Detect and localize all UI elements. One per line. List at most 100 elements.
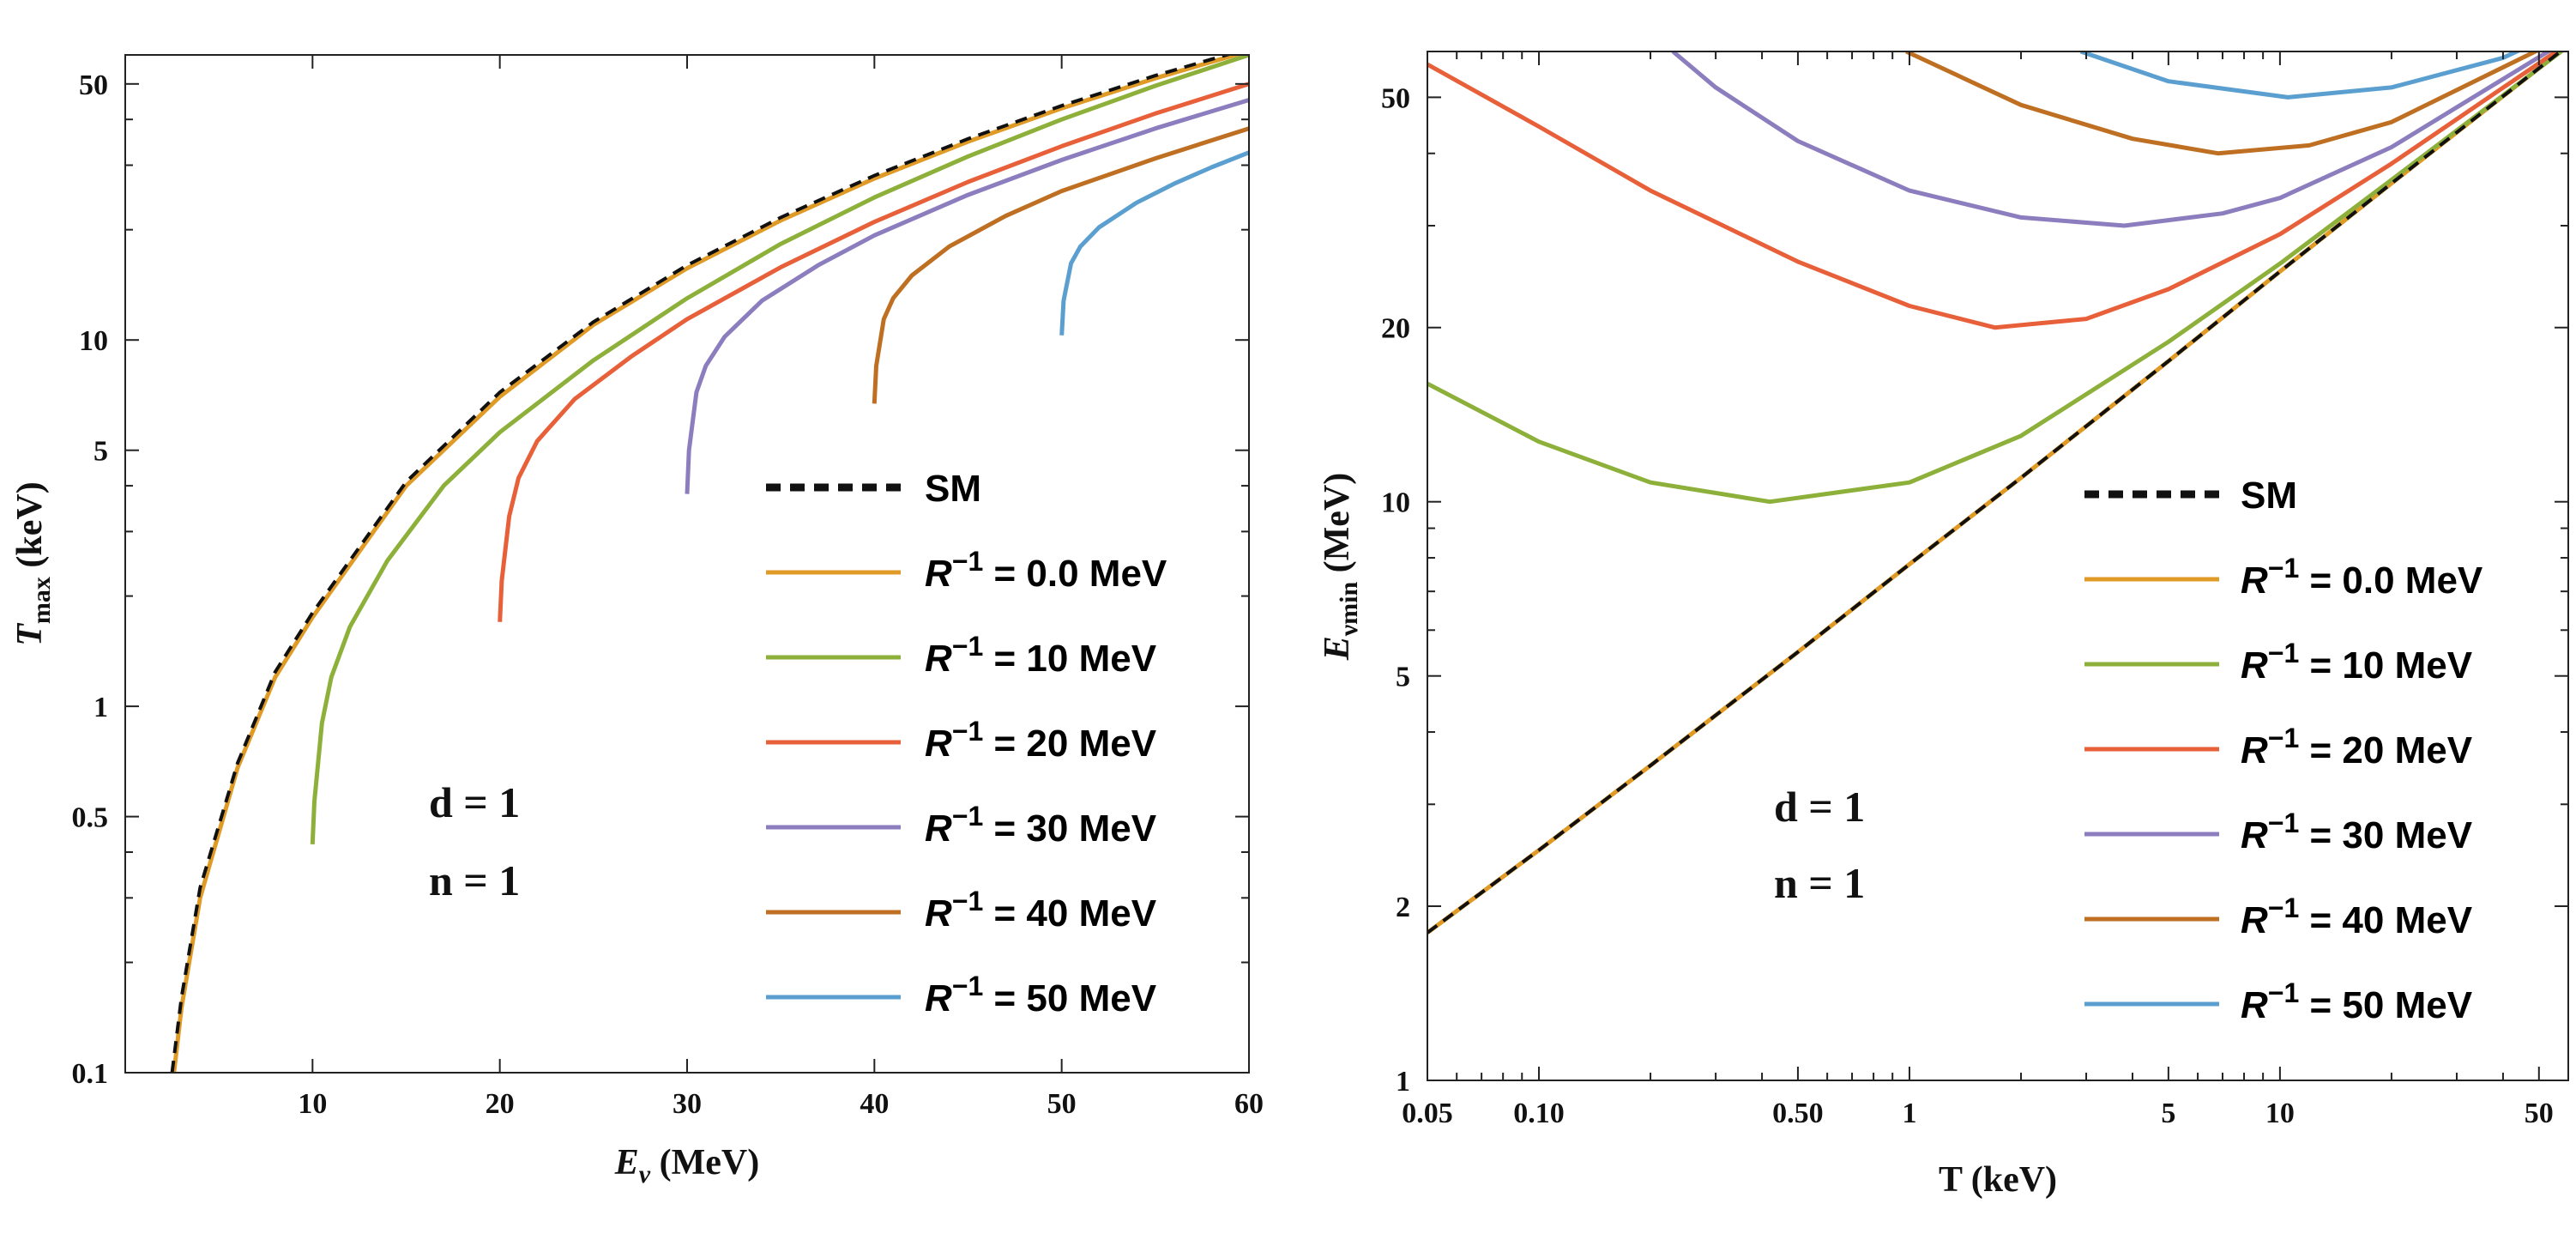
legend-label-suffix: = 40 MeV — [983, 892, 1156, 935]
left-series-2 — [310, 55, 1249, 845]
left-ytick-label: 0.5 — [72, 802, 109, 834]
left-series-6 — [1059, 150, 1249, 336]
left-legend-label-1: R−1 = 0.0 MeV — [925, 546, 1167, 595]
right-series-3 — [1427, 51, 2561, 330]
legend-label-suffix: = 10 MeV — [2299, 644, 2472, 687]
right-curves — [1427, 51, 2565, 935]
left-xtick-label: 10 — [298, 1088, 327, 1120]
legend-label-suffix: = 50 MeV — [983, 977, 1156, 1019]
right-ytick-label: 10 — [1381, 487, 1410, 519]
legend-label-sup: −1 — [2268, 977, 2299, 1008]
left-ticks: 10 20 30 40 50 60 0.1 0.5 1 5 10 50 — [72, 55, 1264, 1120]
left-ylabel: Tmax (keV) — [10, 481, 56, 645]
right-xtick-label: 0.05 — [1402, 1098, 1453, 1129]
right-series-6 — [2079, 51, 2522, 100]
legend-label-suffix: = 20 MeV — [2299, 729, 2472, 771]
right-xlabel: T (keV) — [1939, 1160, 2057, 1200]
legend-label-sup: −1 — [952, 716, 983, 747]
right-panel: 0.05 0.10 0.50 1 5 10 50 1 2 5 10 20 50 T (keV) Eνmi… — [1318, 51, 2569, 1200]
legend-label-prefix: R — [925, 638, 952, 680]
left-ytick-label: 10 — [79, 325, 108, 357]
right-ticks: 0.05 0.10 0.50 1 5 10 50 1 2 5 10 20 50 — [1381, 51, 2568, 1129]
left-legend-label-5: R−1 = 40 MeV — [925, 886, 1157, 935]
legend-label-prefix: R — [925, 977, 952, 1019]
left-xlabel-sub: ν — [639, 1160, 651, 1189]
right-ylabel-main: E — [1318, 636, 1357, 661]
right-xtick-label: 10 — [2265, 1098, 2295, 1129]
right-legend-label-4: R−1 = 30 MeV — [2241, 808, 2473, 856]
legend-label-sup: −1 — [952, 971, 983, 1001]
legend-label-sup: −1 — [2268, 723, 2299, 753]
right-legend-label-2: R−1 = 10 MeV — [2241, 638, 2473, 687]
right-xtick-label: 50 — [2525, 1098, 2554, 1129]
left-xtick-label: 50 — [1047, 1088, 1077, 1120]
legend-label-prefix: R — [2241, 560, 2268, 602]
left-series-0 — [170, 55, 1233, 1073]
right-legend-label-0: SM — [2241, 475, 2297, 517]
left-ytick-label: 1 — [94, 692, 108, 723]
legend-label-suffix: = 20 MeV — [983, 723, 1156, 765]
right-series-5 — [1905, 51, 2541, 156]
left-series-5 — [872, 126, 1249, 404]
legend-label-suffix: = 30 MeV — [983, 808, 1156, 850]
legend-label-prefix: R — [2241, 729, 2268, 771]
left-annotation-d: d = 1 — [429, 778, 520, 826]
left-ylabel-sub: max — [27, 577, 56, 624]
legend-label-prefix: R — [2241, 899, 2268, 941]
left-series-1 — [172, 55, 1244, 1073]
left-legend-label-6: R−1 = 50 MeV — [925, 971, 1157, 1019]
right-ytick-label: 20 — [1381, 313, 1410, 345]
legend-label-suffix: = 0.0 MeV — [983, 553, 1167, 595]
legend-label-sup: −1 — [952, 631, 983, 662]
left-xtick-label: 30 — [673, 1088, 702, 1120]
legend-label-suffix: = 40 MeV — [2299, 899, 2472, 941]
left-xlabel: Eν (MeV) — [614, 1143, 759, 1189]
right-ytick-label: 2 — [1396, 892, 1410, 923]
right-xtick-label: 0.10 — [1513, 1098, 1565, 1129]
legend-label-suffix: = 50 MeV — [2299, 984, 2472, 1026]
left-series-3 — [498, 82, 1249, 622]
left-legend-label-2: R−1 = 10 MeV — [925, 631, 1157, 680]
left-xtick-label: 20 — [486, 1088, 515, 1120]
left-xlabel-main: E — [614, 1143, 639, 1183]
right-series-2 — [1427, 51, 2565, 505]
right-series-4 — [1671, 51, 2553, 228]
legend-label-prefix: R — [2241, 984, 2268, 1026]
left-xtick-label: 60 — [1234, 1088, 1264, 1120]
right-ylabel-unit: (MeV) — [1318, 473, 1357, 582]
legend-label-prefix: R — [925, 808, 952, 850]
right-legend-label-5: R−1 = 40 MeV — [2241, 892, 2473, 941]
right-series-0 — [1427, 51, 2564, 935]
legend-label-suffix: = 30 MeV — [2299, 814, 2472, 856]
legend-label-suffix: = 10 MeV — [983, 638, 1156, 680]
legend-label-prefix: R — [925, 892, 952, 935]
right-plot-frame — [1427, 51, 2569, 1081]
left-ytick-label: 5 — [94, 436, 108, 468]
left-legend-label-4: R−1 = 30 MeV — [925, 801, 1157, 850]
legend-label-prefix: R — [925, 553, 952, 595]
right-legend-label-3: R−1 = 20 MeV — [2241, 723, 2473, 771]
left-panel: 10 20 30 40 50 60 0.1 0.5 1 5 10 50 Eν (MeV) Tmax (… — [10, 54, 1264, 1189]
legend-label-suffix: = 0.0 MeV — [2299, 560, 2483, 602]
left-annotation-n: n = 1 — [429, 856, 520, 904]
left-ylabel-main: T — [10, 622, 50, 646]
left-legend-label-3: R−1 = 20 MeV — [925, 716, 1157, 765]
right-ytick-label: 50 — [1381, 82, 1410, 114]
legend-label-prefix: R — [2241, 814, 2268, 856]
right-xtick-label: 0.50 — [1772, 1098, 1824, 1129]
right-xtick-label: 5 — [2161, 1098, 2175, 1129]
legend-label-sup: −1 — [952, 546, 983, 577]
legend-label-sup: −1 — [952, 801, 983, 832]
right-ylabel-sub: νmin — [1335, 582, 1363, 638]
right-ytick-label: 1 — [1396, 1066, 1410, 1098]
legend-label-sup: −1 — [2268, 808, 2299, 838]
left-ytick-label: 50 — [79, 70, 108, 101]
legend-label-prefix: R — [2241, 644, 2268, 687]
left-curves — [170, 55, 1249, 1073]
legend-label-sup: −1 — [2268, 638, 2299, 668]
right-xtick-label: 1 — [1902, 1098, 1916, 1129]
legend-label-sup: −1 — [2268, 553, 2299, 584]
